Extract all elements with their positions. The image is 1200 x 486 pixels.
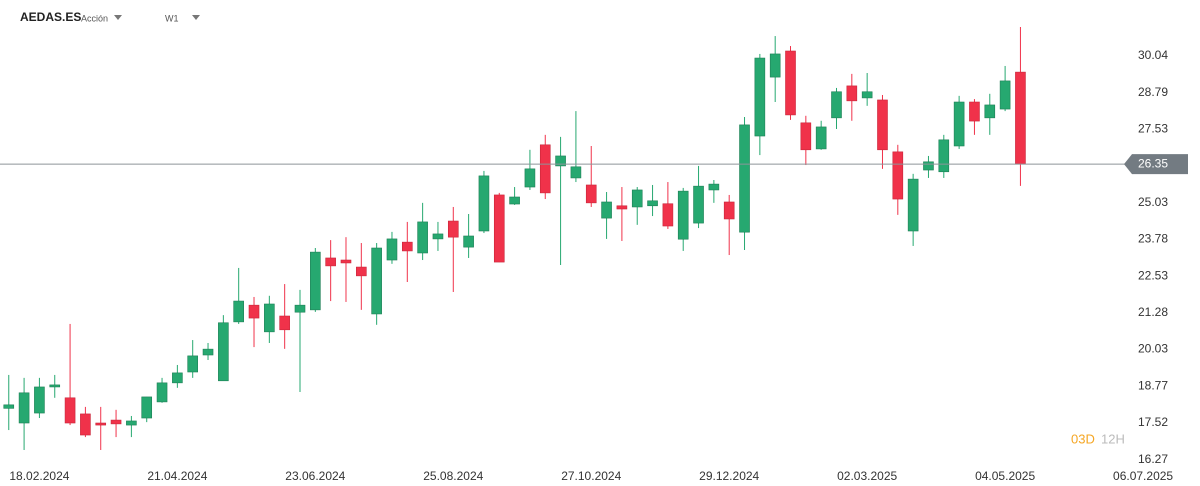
interval-dropdown[interactable] xyxy=(192,15,200,20)
y-tick-label: 30.04 xyxy=(1138,48,1168,62)
candle-body xyxy=(938,139,950,173)
candle-body xyxy=(310,251,321,311)
interval[interactable]: W1 xyxy=(165,13,179,23)
instrument-type: Acción xyxy=(81,13,108,23)
x-tick-label: 02.03.2025 xyxy=(837,469,897,483)
candle-body xyxy=(877,99,888,151)
candle-body xyxy=(294,304,306,313)
candle-body xyxy=(340,259,352,264)
candle-body xyxy=(187,355,199,373)
candle-body xyxy=(110,419,122,425)
y-tick-label: 25.03 xyxy=(1138,195,1168,209)
x-tick-label: 23.06.2024 xyxy=(285,469,345,483)
y-tick-label: 20.03 xyxy=(1138,342,1168,356)
y-tick-label: 17.52 xyxy=(1138,415,1168,429)
candle-body xyxy=(3,404,15,409)
candle-body xyxy=(999,80,1011,110)
y-tick-label: 23.78 xyxy=(1138,232,1168,246)
y-tick-label: 18.77 xyxy=(1138,379,1168,393)
candle-body xyxy=(493,194,505,263)
candle-body xyxy=(49,384,61,388)
candle-body xyxy=(233,300,244,323)
x-tick-label: 18.02.2024 xyxy=(9,469,69,483)
x-tick-label: 04.05.2025 xyxy=(975,469,1035,483)
candle-body xyxy=(80,413,91,436)
candle-body xyxy=(739,124,750,233)
candle-body xyxy=(1015,71,1026,165)
candle-body xyxy=(64,397,76,424)
candle-body xyxy=(892,151,904,200)
candle-body xyxy=(202,348,214,356)
candle-body xyxy=(463,235,474,248)
candle-body xyxy=(156,382,168,403)
candle-body xyxy=(953,101,965,147)
x-tick-label: 27.10.2024 xyxy=(561,469,621,483)
candle-body xyxy=(325,257,336,267)
symbol-dropdown[interactable] xyxy=(114,15,122,20)
candle-body xyxy=(248,304,260,319)
candle-body xyxy=(447,220,459,238)
countdown-days: 03D xyxy=(1071,431,1095,446)
candle-body xyxy=(831,91,842,119)
candle-body xyxy=(585,184,597,204)
candle-body xyxy=(969,101,980,122)
countdown-hours: 12H xyxy=(1101,431,1125,446)
candle-body xyxy=(800,122,812,151)
candle-body xyxy=(601,201,612,219)
candle-body xyxy=(923,161,934,171)
candle-body xyxy=(616,205,628,210)
candle-body xyxy=(386,238,398,261)
candle-body xyxy=(631,189,643,208)
candle-body xyxy=(356,266,367,277)
candle-body xyxy=(984,104,996,119)
candle-body xyxy=(172,372,183,384)
candle-body xyxy=(693,185,704,224)
y-tick-label: 28.79 xyxy=(1138,85,1168,99)
candle-body xyxy=(662,203,674,227)
candle-body xyxy=(708,183,720,191)
candle-body xyxy=(478,175,490,232)
candle-body xyxy=(95,422,107,426)
candle-body xyxy=(264,303,275,333)
candle-body xyxy=(18,392,30,424)
candle-body xyxy=(861,91,873,99)
candle-body xyxy=(509,196,520,205)
candle-body xyxy=(555,155,566,167)
last-price-label: 26.35 xyxy=(1138,156,1168,170)
y-tick-label: 27.53 xyxy=(1138,122,1168,136)
x-tick-label: 06.07.2025 xyxy=(1113,469,1173,483)
x-tick-label: 29.12.2024 xyxy=(699,469,759,483)
x-tick-label: 21.04.2024 xyxy=(147,469,207,483)
candle-body xyxy=(141,396,153,419)
candle-body xyxy=(279,315,290,331)
candle-body xyxy=(907,178,919,232)
candle-body xyxy=(723,201,735,220)
candle-body xyxy=(432,233,444,240)
candle-body xyxy=(401,241,413,252)
x-tick-label: 25.08.2024 xyxy=(423,469,483,483)
candle-body xyxy=(785,50,796,116)
symbol[interactable]: AEDAS.ES xyxy=(20,10,81,24)
candle-body xyxy=(524,168,536,188)
candle-body xyxy=(769,53,781,78)
y-tick-label: 22.53 xyxy=(1138,268,1168,282)
y-tick-label: 21.28 xyxy=(1138,305,1168,319)
candle-body xyxy=(218,322,229,382)
candle-body xyxy=(754,57,766,137)
candle-body xyxy=(34,386,45,414)
last-price-box xyxy=(1124,154,1188,175)
candle-body xyxy=(539,144,551,194)
candle-body xyxy=(647,200,658,207)
candle-body xyxy=(371,247,382,315)
candle-body xyxy=(677,190,689,240)
candle-body xyxy=(815,126,827,150)
candle-body xyxy=(126,420,137,426)
candle-body xyxy=(417,221,428,254)
candle-body xyxy=(846,85,858,102)
y-tick-label: 16.27 xyxy=(1138,452,1168,466)
candle-body xyxy=(570,166,582,179)
